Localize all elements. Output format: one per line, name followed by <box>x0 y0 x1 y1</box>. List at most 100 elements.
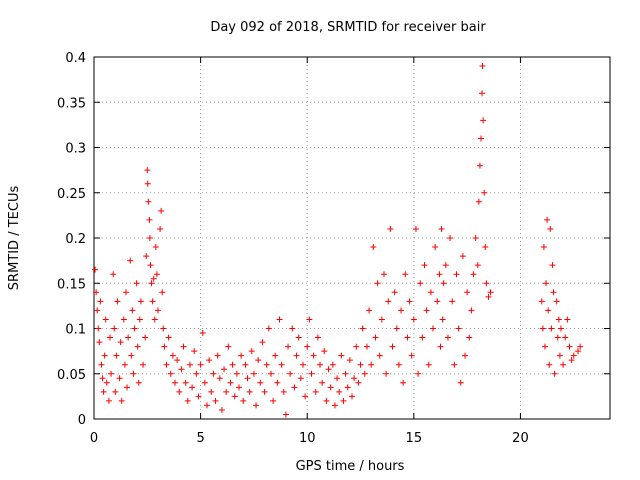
data-point <box>415 370 422 377</box>
data-point <box>351 375 358 382</box>
data-point <box>152 244 159 251</box>
data-point <box>577 343 584 350</box>
x-tick-label: 0 <box>90 431 98 446</box>
data-point <box>111 325 118 332</box>
data-point <box>100 388 107 395</box>
data-point <box>145 198 152 205</box>
data-point <box>560 361 567 368</box>
data-point <box>255 357 262 364</box>
data-point <box>442 262 449 269</box>
data-point <box>238 352 245 359</box>
data-point <box>344 384 351 391</box>
data-point <box>106 334 113 341</box>
data-point <box>404 334 411 341</box>
data-point <box>557 325 564 332</box>
y-tick-label: 0.35 <box>57 96 86 111</box>
data-point <box>308 370 315 377</box>
data-point <box>197 361 204 368</box>
data-point <box>331 402 338 409</box>
data-point <box>385 298 392 305</box>
data-point <box>368 361 375 368</box>
data-point <box>176 388 183 395</box>
data-point <box>233 370 240 377</box>
data-point <box>475 198 482 205</box>
data-point <box>165 334 172 341</box>
data-point <box>480 117 487 124</box>
data-point <box>163 361 170 368</box>
data-point <box>425 361 432 368</box>
data-point <box>122 289 129 296</box>
data-point <box>340 397 347 404</box>
data-point <box>99 375 106 382</box>
data-point <box>299 361 306 368</box>
data-point <box>246 388 253 395</box>
data-point <box>547 225 554 232</box>
data-point <box>129 307 136 314</box>
data-point <box>149 298 156 305</box>
data-point <box>370 244 377 251</box>
data-point <box>272 352 279 359</box>
data-point <box>395 361 402 368</box>
data-point <box>550 289 557 296</box>
data-point <box>449 298 456 305</box>
data-point <box>432 244 439 251</box>
data-point <box>102 316 109 323</box>
y-tick-label: 0.1 <box>65 323 86 338</box>
data-point <box>408 352 415 359</box>
data-point <box>393 325 400 332</box>
data-point <box>564 316 571 323</box>
data-point <box>336 388 343 395</box>
data-point <box>146 235 153 241</box>
data-point <box>544 216 551 223</box>
data-point <box>539 325 546 332</box>
data-point <box>434 298 441 305</box>
data-point <box>229 361 236 368</box>
data-point <box>199 330 206 337</box>
data-point <box>184 397 191 404</box>
y-tick-label: 0.05 <box>57 368 86 383</box>
data-point <box>112 388 119 395</box>
data-point <box>575 348 582 355</box>
data-point <box>257 379 264 386</box>
data-point <box>227 379 234 386</box>
data-point <box>474 262 481 269</box>
data-point <box>380 271 387 278</box>
data-point <box>568 357 575 364</box>
data-point <box>289 325 296 332</box>
data-point <box>214 352 221 359</box>
data-point <box>357 361 364 368</box>
data-point <box>555 316 562 323</box>
data-point <box>242 361 249 368</box>
data-point <box>195 393 202 400</box>
data-point <box>302 393 309 400</box>
data-point <box>201 379 208 386</box>
data-point <box>319 379 326 386</box>
data-point <box>158 207 165 214</box>
data-points <box>92 63 584 418</box>
data-point <box>204 402 211 409</box>
data-point <box>359 325 366 332</box>
data-point <box>261 388 268 395</box>
data-point <box>108 370 115 377</box>
data-point <box>144 180 151 187</box>
data-point <box>553 298 560 305</box>
data-point <box>125 334 132 341</box>
data-point <box>253 402 260 409</box>
data-point <box>487 289 494 296</box>
data-point <box>259 339 266 346</box>
data-point <box>103 379 110 386</box>
data-point <box>549 262 556 269</box>
data-point <box>338 352 345 359</box>
data-point <box>218 406 225 413</box>
data-point <box>131 325 138 332</box>
data-point <box>157 225 164 232</box>
data-point <box>140 361 147 368</box>
data-point <box>436 271 443 278</box>
data-point <box>570 352 577 359</box>
data-point <box>310 352 317 359</box>
data-point <box>342 370 349 377</box>
data-point <box>551 370 558 377</box>
data-point <box>323 397 330 404</box>
data-point <box>485 293 492 300</box>
data-point <box>479 63 486 70</box>
